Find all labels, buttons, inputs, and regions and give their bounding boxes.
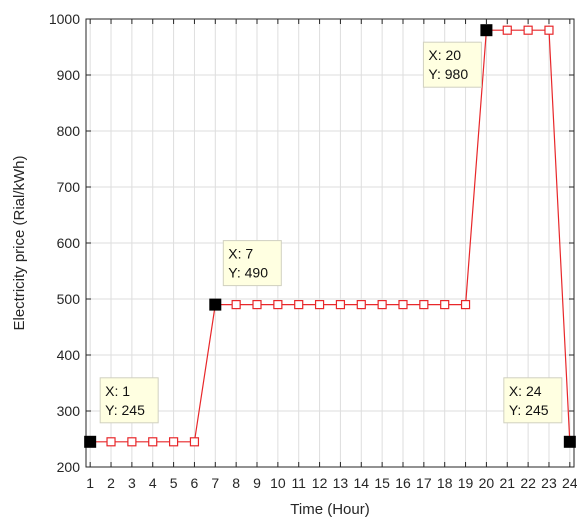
y-axis-ticks: 200 300 400 500 600 700 800 900 1000 <box>49 11 574 475</box>
datatip-marker <box>84 435 97 448</box>
datatip-x-label: X: 7 <box>228 246 253 262</box>
x-tick-label: 13 <box>333 475 349 491</box>
x-tick-label: 14 <box>353 475 369 491</box>
data-point-marker <box>127 437 137 447</box>
data-point-marker <box>294 300 304 310</box>
x-tick-label: 22 <box>520 475 536 491</box>
x-tick-label: 5 <box>170 475 178 491</box>
x-tick-label: 2 <box>107 475 115 491</box>
datatip-y-label: Y: 980 <box>428 66 468 82</box>
y-tick-label: 1000 <box>49 11 80 27</box>
data-point-marker <box>544 25 554 35</box>
data-point-marker <box>440 300 450 310</box>
x-tick-label: 15 <box>374 475 390 491</box>
datatip-x-label: X: 20 <box>428 47 461 63</box>
data-point-marker <box>502 25 512 35</box>
y-tick-label: 900 <box>57 67 81 83</box>
x-tick-label: 24 <box>562 475 577 491</box>
data-point-marker <box>252 300 262 310</box>
data-point-marker <box>356 300 366 310</box>
x-axis-ticks: 1 2 3 4 5 6 7 8 9 10 11 12 13 14 15 16 17 18 19 20 21 22 23 24 <box>86 19 577 491</box>
datatip-x-label: X: 1 <box>105 383 130 399</box>
x-tick-label: 20 <box>479 475 495 491</box>
datatip-x-label: X: 24 <box>509 383 542 399</box>
datatips: X: 1 Y: 245 X: 7 Y: 490 X: 20 Y: 980 X: 24 Y: 2… <box>84 24 576 448</box>
data-point-marker <box>335 300 346 310</box>
data-point-marker <box>168 437 179 447</box>
data-point-marker <box>189 437 200 447</box>
y-tick-label: 800 <box>57 123 81 139</box>
y-tick-label: 700 <box>57 179 81 195</box>
y-tick-label: 400 <box>57 347 81 363</box>
x-tick-label: 1 <box>86 475 94 491</box>
data-point-marker <box>460 300 471 310</box>
y-tick-label: 200 <box>57 459 81 475</box>
datatip-marker <box>209 298 222 311</box>
datatip-box <box>99 377 159 424</box>
data-point-marker <box>231 300 241 310</box>
x-tick-label: 21 <box>499 475 515 491</box>
x-tick-label: 7 <box>211 475 219 491</box>
datatip-marker <box>563 435 576 448</box>
y-tick-label: 500 <box>57 291 81 307</box>
data-point-marker <box>419 300 429 310</box>
datatip-y-label: Y: 245 <box>105 402 145 418</box>
x-tick-label: 8 <box>232 475 240 491</box>
x-tick-label: 6 <box>191 475 199 491</box>
x-tick-label: 4 <box>149 475 157 491</box>
datatip-marker <box>480 24 493 37</box>
data-point-marker <box>377 300 387 310</box>
data-point-marker <box>106 437 116 447</box>
datatip-y-label: Y: 245 <box>509 402 549 418</box>
x-tick-label: 12 <box>312 475 328 491</box>
data-point-marker <box>314 300 325 310</box>
datatip-y-label: Y: 490 <box>228 265 268 281</box>
x-tick-label: 16 <box>395 475 411 491</box>
data-point-marker <box>148 437 158 447</box>
x-tick-label: 11 <box>291 475 306 491</box>
series-markers <box>106 25 554 447</box>
y-axis-label: Electricity price (Rial/kWh) <box>11 155 28 330</box>
x-tick-label: 18 <box>437 475 453 491</box>
data-point-marker <box>523 25 533 35</box>
y-tick-label: 300 <box>57 403 81 419</box>
y-tick-label: 600 <box>57 235 81 251</box>
x-tick-label: 3 <box>128 475 136 491</box>
data-point-marker <box>398 300 408 310</box>
datatip-box <box>422 41 482 88</box>
x-tick-label: 10 <box>270 475 286 491</box>
x-tick-label: 19 <box>458 475 474 491</box>
x-tick-label: 17 <box>416 475 432 491</box>
x-axis-label: Time (Hour) <box>290 501 369 518</box>
datatip-box <box>222 240 282 287</box>
x-tick-label: 23 <box>541 475 557 491</box>
data-point-marker <box>273 300 283 310</box>
datatip-box <box>503 377 563 424</box>
x-tick-label: 9 <box>253 475 261 491</box>
